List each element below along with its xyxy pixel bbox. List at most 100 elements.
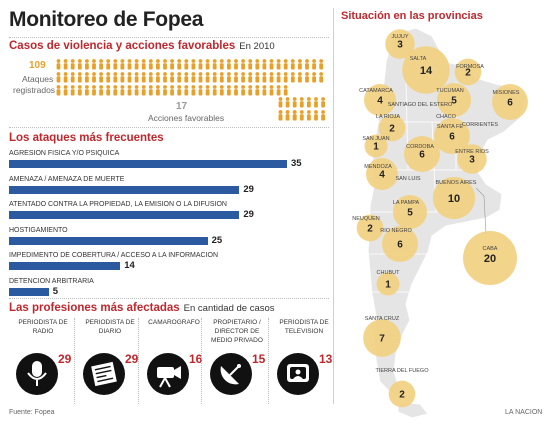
attack-person-icon bbox=[92, 85, 96, 96]
province-marker: 6 RIO NEGRO bbox=[380, 226, 418, 262]
attack-person-icon bbox=[191, 72, 196, 83]
professions-subtitle: En cantidad de casos bbox=[183, 303, 275, 314]
attack-person-icon bbox=[319, 72, 324, 83]
profession-label: PERIODISTA DE DIARIO bbox=[85, 319, 135, 335]
attack-person-icon bbox=[241, 59, 246, 70]
attack-person-icon bbox=[70, 85, 75, 96]
microphone-icon bbox=[15, 352, 59, 401]
attack-person-icon bbox=[191, 85, 196, 96]
favorable-value: 17 bbox=[176, 101, 188, 112]
province-value: 6 bbox=[507, 98, 513, 109]
newspaper-icon bbox=[82, 352, 126, 401]
attack-person-icon bbox=[283, 72, 288, 83]
province-bubble bbox=[454, 58, 482, 86]
favorable-label: Acciones favorables bbox=[148, 113, 225, 123]
attack-person-icon bbox=[262, 85, 267, 96]
bar-category-label: IMPEDIMENTO DE COBERTURA / ACCESO A LA I… bbox=[9, 252, 219, 259]
bar-category-label: DETENCION ARBITRARIA bbox=[9, 277, 94, 285]
divider bbox=[9, 127, 329, 128]
province-marker: 14 SALTA bbox=[402, 46, 450, 94]
attack-person-icon bbox=[56, 85, 61, 96]
province-bubble bbox=[363, 319, 401, 357]
province-name: SANTA CRUZ bbox=[365, 316, 400, 322]
attack-person-icon bbox=[63, 59, 68, 70]
attack-person-icon bbox=[191, 59, 196, 70]
province-bubble bbox=[437, 83, 471, 117]
profession-separator bbox=[74, 318, 75, 404]
province-value: 5 bbox=[451, 96, 457, 107]
profession-separator bbox=[138, 318, 139, 404]
attack-person-icon bbox=[85, 72, 89, 83]
favorable-person-icon bbox=[314, 110, 318, 121]
province-value: 3 bbox=[397, 40, 403, 51]
attack-person-icon bbox=[163, 85, 167, 96]
bar bbox=[9, 262, 121, 270]
province-name: SANTA FE bbox=[437, 124, 464, 130]
province-bubble bbox=[463, 231, 517, 285]
province-name: CORDOBA bbox=[406, 144, 434, 150]
province-marker: SANTIAGO DEL ESTERO bbox=[388, 102, 453, 108]
province-value: 1 bbox=[373, 142, 379, 153]
attack-person-icon bbox=[255, 72, 260, 83]
province-value: 7 bbox=[379, 334, 385, 345]
attack-person-icon bbox=[205, 85, 210, 96]
profession-item: PERIODISTA DE TELEVISION 13 bbox=[272, 318, 336, 395]
province-name: CATAMARCA bbox=[359, 88, 393, 94]
attack-person-icon bbox=[234, 59, 238, 70]
favorable-person-icon bbox=[299, 110, 304, 121]
province-value: 2 bbox=[399, 390, 405, 401]
attack-person-icon bbox=[276, 59, 281, 70]
province-bubble bbox=[356, 214, 384, 242]
attacks-label-1: Ataques bbox=[22, 74, 54, 84]
attack-person-icon bbox=[77, 59, 82, 70]
attack-person-icon bbox=[219, 85, 224, 96]
attack-person-icon bbox=[177, 85, 182, 96]
attack-person-icon bbox=[70, 72, 75, 83]
profession-item: PERIODISTA DE RADIO 29 bbox=[11, 318, 75, 395]
attack-person-icon bbox=[148, 85, 153, 96]
attack-person-icon bbox=[77, 72, 82, 83]
province-value: 20 bbox=[484, 253, 496, 265]
province-value: 2 bbox=[367, 224, 373, 235]
map-title: Situación en las provincias bbox=[341, 10, 483, 22]
attack-person-icon bbox=[269, 72, 274, 83]
province-bubble bbox=[492, 84, 528, 120]
province-marker: 1 CHUBUT bbox=[376, 270, 400, 296]
profession-separator bbox=[201, 318, 202, 404]
profession-value: 16 bbox=[189, 352, 203, 366]
profession-label: CAMAROGRAFO bbox=[148, 319, 200, 326]
attack-person-icon bbox=[262, 72, 267, 83]
attack-person-icon bbox=[305, 72, 309, 83]
attack-person-icon bbox=[198, 85, 203, 96]
attack-person-icon bbox=[227, 59, 231, 70]
attack-person-icon bbox=[85, 59, 89, 70]
province-marker: 5 TUCUMAN bbox=[436, 83, 471, 117]
attack-person-icon bbox=[156, 59, 160, 70]
attack-person-icon bbox=[113, 72, 118, 83]
attack-person-icon bbox=[248, 72, 253, 83]
attack-person-icon bbox=[269, 59, 274, 70]
professions-section-title: Las profesiones más afectadas En cantidad… bbox=[9, 302, 275, 314]
province-marker: 6 SANTA FE bbox=[434, 118, 470, 154]
bar-value-label: 29 bbox=[243, 183, 254, 195]
attack-person-icon bbox=[234, 85, 238, 96]
attack-person-icon bbox=[227, 72, 231, 83]
bar-value-label: 5 bbox=[52, 285, 58, 297]
province-bubble bbox=[393, 195, 427, 229]
province-name: LA RIOJA bbox=[376, 114, 400, 120]
attack-person-icon bbox=[198, 59, 203, 70]
attack-person-icon bbox=[163, 72, 167, 83]
attack-person-icon bbox=[248, 59, 253, 70]
province-bubble bbox=[404, 136, 440, 172]
favorable-person-icon bbox=[307, 110, 311, 121]
bar bbox=[9, 236, 208, 245]
attack-person-icon bbox=[120, 59, 125, 70]
profession-item: PROPIETARIO / DIRECTOR DE MEDIO PRIVADO 1… bbox=[205, 318, 269, 395]
attack-person-icon bbox=[290, 72, 295, 83]
attack-person-icon bbox=[177, 72, 182, 83]
attack-person-icon bbox=[205, 72, 210, 83]
attack-person-icon bbox=[312, 72, 316, 83]
province-name: MENDOZA bbox=[364, 164, 392, 170]
